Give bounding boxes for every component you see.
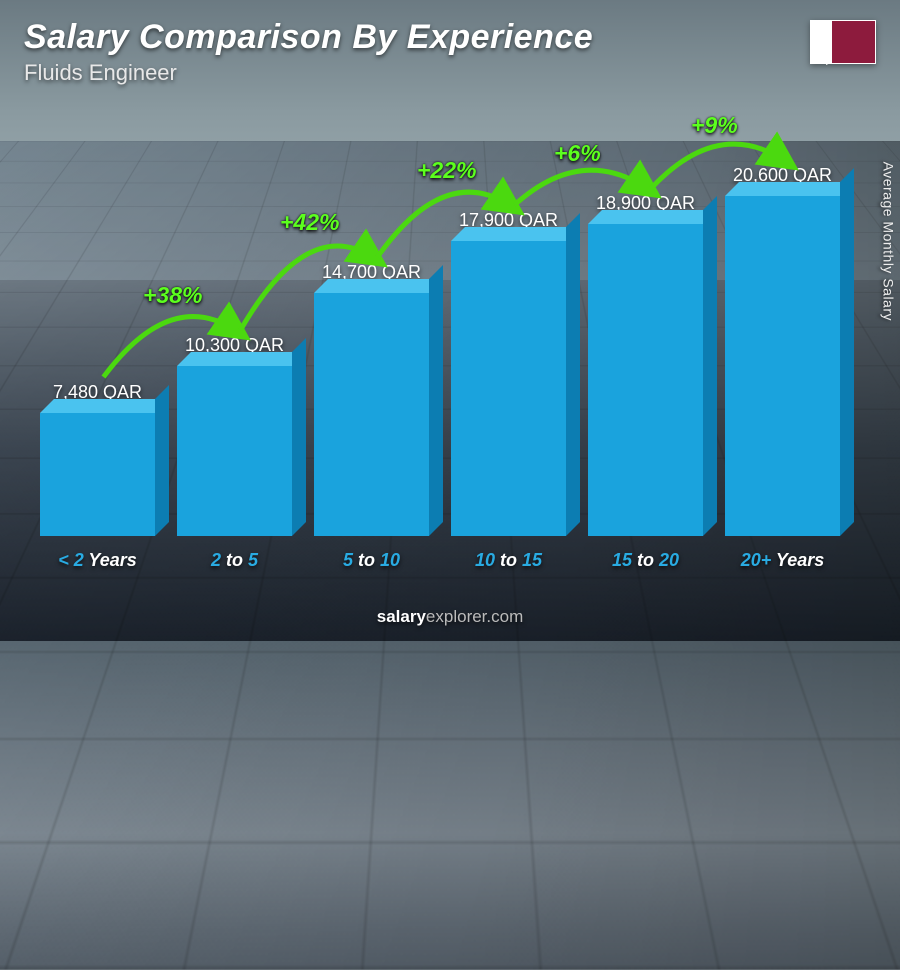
bar-wrap: 17,900 QAR10 to 15 xyxy=(451,210,566,571)
bar-wrap: 14,700 QAR5 to 10 xyxy=(314,262,429,571)
page-title: Salary Comparison By Experience xyxy=(24,18,593,57)
y-axis-label: Average Monthly Salary xyxy=(880,161,896,320)
bar xyxy=(40,413,155,536)
bar-x-label: 5 to 10 xyxy=(343,550,400,571)
delta-percent-label: +22% xyxy=(417,157,476,184)
bar-x-label: < 2 Years xyxy=(58,550,137,571)
delta-percent-label: +38% xyxy=(143,282,202,309)
bar xyxy=(177,366,292,536)
salary-bar-chart: 7,480 QAR< 2 Years10,300 QAR2 to 514,700… xyxy=(40,130,840,571)
bar-x-label: 2 to 5 xyxy=(211,550,258,571)
country-flag-icon xyxy=(810,20,876,64)
bar-x-label: 20+ Years xyxy=(741,550,825,571)
bar xyxy=(725,196,840,536)
bar xyxy=(588,224,703,536)
bar xyxy=(314,293,429,536)
bar-wrap: 18,900 QAR15 to 20 xyxy=(588,193,703,571)
delta-percent-label: +9% xyxy=(691,112,738,139)
page-subtitle: Fluids Engineer xyxy=(24,60,177,86)
bar xyxy=(451,241,566,536)
footer-brand-bold: salary xyxy=(377,607,426,626)
bar-wrap: 20,600 QAR20+ Years xyxy=(725,165,840,571)
footer-brand: salaryexplorer.com xyxy=(0,607,900,627)
footer-brand-light: explorer.com xyxy=(426,607,523,626)
bar-wrap: 10,300 QAR2 to 5 xyxy=(177,335,292,571)
delta-percent-label: +42% xyxy=(280,209,339,236)
bar-wrap: 7,480 QAR< 2 Years xyxy=(40,382,155,571)
delta-percent-label: +6% xyxy=(554,140,601,167)
bar-x-label: 10 to 15 xyxy=(475,550,542,571)
bar-x-label: 15 to 20 xyxy=(612,550,679,571)
